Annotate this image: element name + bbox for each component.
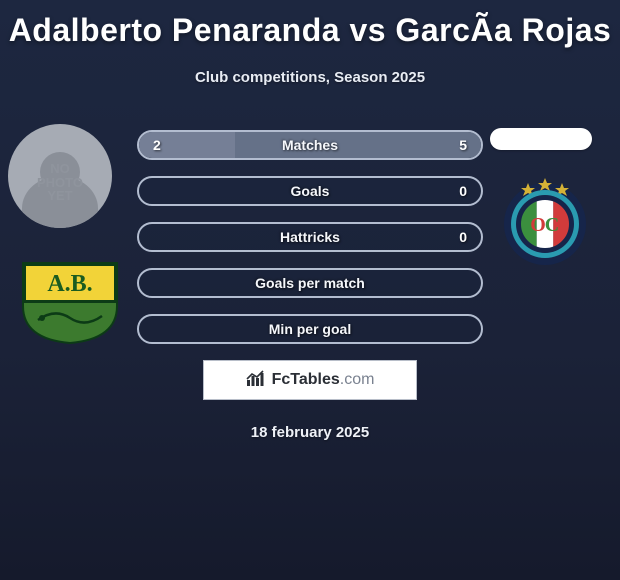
page-title: Adalberto Penaranda vs GarcÃ­a Rojas xyxy=(0,0,620,49)
no-photo-line: YET xyxy=(47,188,72,203)
player-left-avatar: NO PHOTO YET xyxy=(8,124,112,228)
no-photo-text: NO PHOTO YET xyxy=(8,162,112,203)
svg-text:O: O xyxy=(530,214,546,236)
stat-label: Goals per match xyxy=(139,270,481,296)
stat-value-right: 0 xyxy=(459,178,467,204)
brand-suffix: .com xyxy=(340,371,375,388)
bars-icon xyxy=(246,368,266,393)
stat-label: Min per goal xyxy=(139,316,481,342)
brand-box: FcTables.com xyxy=(203,360,417,400)
svg-text:C: C xyxy=(545,214,559,236)
player-right-club-badge: O C xyxy=(500,176,590,266)
stat-row: Matches2 5 xyxy=(137,130,483,160)
stat-label: Hattricks xyxy=(139,224,481,250)
player-right-flag xyxy=(490,128,592,150)
stat-value-right: 0 xyxy=(459,224,467,250)
card: Adalberto Penaranda vs GarcÃ­a Rojas Clu… xyxy=(0,0,620,580)
club-initials: A.B. xyxy=(47,271,92,297)
stat-row: Min per goal xyxy=(137,314,483,344)
stat-value-right: 5 xyxy=(459,132,467,158)
stat-label: Matches xyxy=(139,132,481,158)
brand-text: FcTables.com xyxy=(272,371,375,389)
brand-name: FcTables xyxy=(272,371,340,388)
stat-row: Hattricks0 xyxy=(137,222,483,252)
stats-table: Matches25Goals0Hattricks0Goals per match… xyxy=(137,130,483,344)
stat-value-left: 2 xyxy=(153,132,161,158)
subtitle: Club competitions, Season 2025 xyxy=(0,69,620,86)
player-left-club-badge: A.B. xyxy=(20,258,120,344)
date-text: 18 february 2025 xyxy=(0,424,620,441)
stat-row: Goals0 xyxy=(137,176,483,206)
stat-row: Goals per match xyxy=(137,268,483,298)
stat-label: Goals xyxy=(139,178,481,204)
